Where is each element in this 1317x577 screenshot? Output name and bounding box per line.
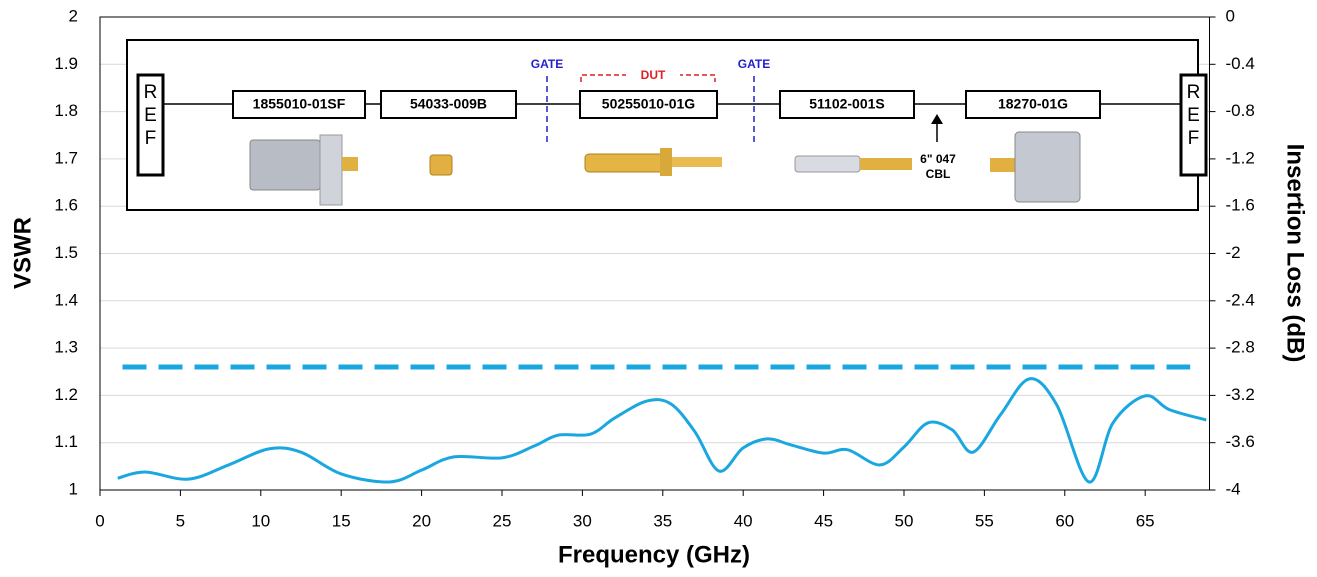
x-tick-label: 35 xyxy=(653,511,672,530)
y2-tick-label: -2 xyxy=(1226,243,1241,262)
x-tick-label: 15 xyxy=(332,511,351,530)
component-label: 54033-009B xyxy=(410,96,487,112)
x-tick-label: 45 xyxy=(814,511,833,530)
connector-image xyxy=(584,153,666,173)
y2-axis-title: Insertion Loss (dB) xyxy=(1282,144,1309,363)
y-tick-label: 1 xyxy=(69,479,78,498)
y2-tick-label: -0.4 xyxy=(1226,54,1255,73)
cable-arrowhead xyxy=(931,114,943,124)
ref-label: REF xyxy=(1183,82,1204,151)
x-tick-label: 55 xyxy=(975,511,994,530)
ref-box xyxy=(1179,73,1208,177)
y2-tick-label: -4 xyxy=(1226,479,1241,498)
ref-label: REF xyxy=(140,82,161,151)
connector-image xyxy=(1014,131,1081,203)
connector-image xyxy=(990,158,1020,172)
y-tick-label: 1.9 xyxy=(54,54,78,73)
dut-label: DUT xyxy=(641,68,666,82)
ref-box xyxy=(136,73,165,177)
component-box xyxy=(380,90,517,119)
connector-image xyxy=(342,157,358,171)
component-label: 18270-01G xyxy=(998,96,1068,112)
y-tick-label: 1.6 xyxy=(54,196,78,215)
y-axis-title: VSWR xyxy=(9,217,36,289)
y2-tick-label: -1.2 xyxy=(1226,148,1255,167)
x-tick-label: 65 xyxy=(1136,511,1155,530)
cable-label: CBL xyxy=(926,167,951,181)
y-tick-label: 1.8 xyxy=(54,101,78,120)
connector-image xyxy=(249,139,321,191)
setup-diagram: REF REF 1855010-01SF 54033-009B 50255010-0… xyxy=(126,39,1208,211)
plot-frame xyxy=(99,16,1210,491)
component-box xyxy=(232,90,366,119)
y2-tick-label: -2.4 xyxy=(1226,290,1255,309)
y2-tick-label: -3.6 xyxy=(1226,432,1255,451)
x-axis-title: Frequency (GHz) xyxy=(558,541,750,568)
y-tick-label: 1.5 xyxy=(54,243,78,262)
gate-label: GATE xyxy=(738,57,770,71)
component-label: 50255010-01G xyxy=(602,96,696,112)
x-tick-label: 30 xyxy=(573,511,592,530)
y-tick-label: 1.2 xyxy=(54,385,78,404)
x-tick-label: 0 xyxy=(95,511,104,530)
component-box xyxy=(779,90,915,119)
component-box xyxy=(579,90,718,119)
connector-image xyxy=(672,157,722,167)
y2-tick-label: -1.6 xyxy=(1226,196,1255,215)
y2-tick-label: -3.2 xyxy=(1226,385,1255,404)
connector-image xyxy=(794,155,861,173)
plot-area: 1 1.1 1.2 1.3 1.4 1.5 1.6 1.7 1.8 1.9 2 -4 -3.6 -3.2 -… xyxy=(54,6,1254,530)
y-tick-label: 1.3 xyxy=(54,338,78,357)
component-box xyxy=(965,90,1101,119)
components: 1855010-01SF 54033-009B 50255010-01G 51102-… xyxy=(232,90,1101,119)
vswr-line xyxy=(117,377,1207,484)
y-tick-label: 1.7 xyxy=(54,148,78,167)
connector-image xyxy=(319,134,343,206)
x-tick-label: 10 xyxy=(251,511,270,530)
y2-tick-label: -0.8 xyxy=(1226,101,1255,120)
connector-image xyxy=(860,158,912,170)
y2-tick-label: 0 xyxy=(1226,6,1235,25)
gate-label: GATE xyxy=(531,57,563,71)
component-label: 51102-001S xyxy=(809,96,885,112)
connector-image xyxy=(660,148,672,176)
dut-bg xyxy=(626,68,680,82)
component-label: 1855010-01SF xyxy=(253,96,346,112)
y-tick-label: 1.1 xyxy=(54,432,78,451)
cable-label: 6" 047 xyxy=(920,152,956,166)
y-tick-label: 2 xyxy=(69,6,78,25)
x-tick-label: 60 xyxy=(1055,511,1074,530)
x-tick-label: 5 xyxy=(176,511,185,530)
x-tick-label: 20 xyxy=(412,511,431,530)
x-tick-label: 25 xyxy=(493,511,512,530)
connector-image xyxy=(429,154,453,176)
x-tick-label: 40 xyxy=(734,511,753,530)
y2-tick-label: -2.8 xyxy=(1226,338,1255,357)
y-tick-label: 1.4 xyxy=(54,290,78,309)
x-tick-label: 50 xyxy=(895,511,914,530)
